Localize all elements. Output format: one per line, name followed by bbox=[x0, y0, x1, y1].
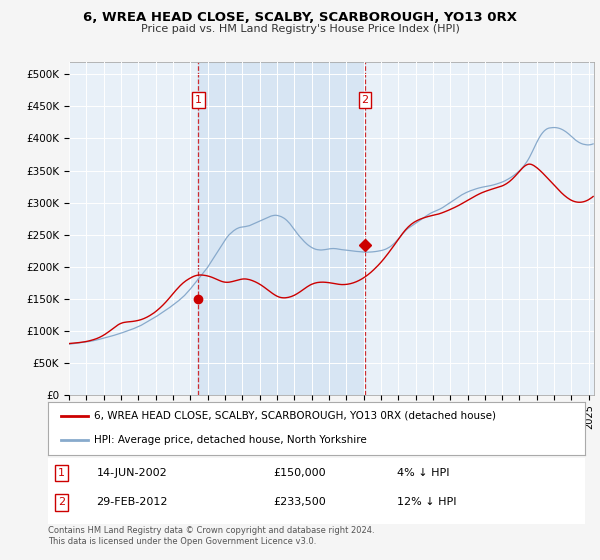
Text: 2: 2 bbox=[361, 95, 368, 105]
Text: 14-JUN-2002: 14-JUN-2002 bbox=[97, 468, 167, 478]
Text: Contains HM Land Registry data © Crown copyright and database right 2024.
This d: Contains HM Land Registry data © Crown c… bbox=[48, 526, 374, 546]
Text: 4% ↓ HPI: 4% ↓ HPI bbox=[397, 468, 449, 478]
Bar bbox=[198, 62, 365, 395]
Text: 29-FEB-2012: 29-FEB-2012 bbox=[97, 497, 168, 507]
Text: £233,500: £233,500 bbox=[274, 497, 326, 507]
Text: 1: 1 bbox=[58, 468, 65, 478]
Text: Price paid vs. HM Land Registry's House Price Index (HPI): Price paid vs. HM Land Registry's House … bbox=[140, 24, 460, 34]
Text: 1: 1 bbox=[195, 95, 202, 105]
Text: 2: 2 bbox=[58, 497, 65, 507]
Text: £150,000: £150,000 bbox=[274, 468, 326, 478]
Text: HPI: Average price, detached house, North Yorkshire: HPI: Average price, detached house, Nort… bbox=[94, 435, 367, 445]
Text: 6, WREA HEAD CLOSE, SCALBY, SCARBOROUGH, YO13 0RX (detached house): 6, WREA HEAD CLOSE, SCALBY, SCARBOROUGH,… bbox=[94, 411, 496, 421]
Text: 12% ↓ HPI: 12% ↓ HPI bbox=[397, 497, 457, 507]
Text: 6, WREA HEAD CLOSE, SCALBY, SCARBOROUGH, YO13 0RX: 6, WREA HEAD CLOSE, SCALBY, SCARBOROUGH,… bbox=[83, 11, 517, 24]
